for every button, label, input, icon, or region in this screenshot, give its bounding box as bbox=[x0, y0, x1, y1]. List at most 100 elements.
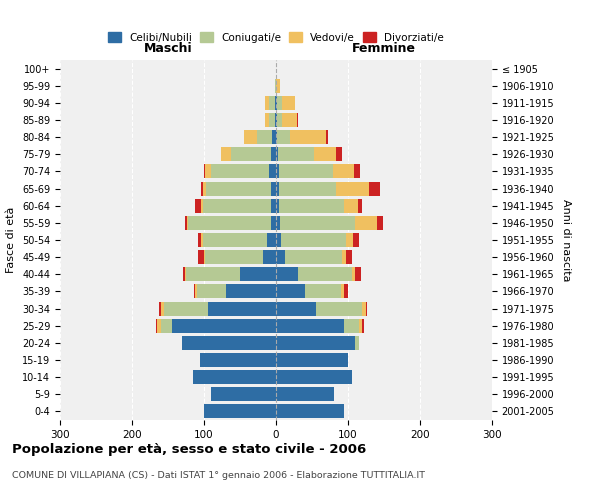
Bar bbox=[221, 148, 232, 162]
Bar bbox=[203, 233, 268, 247]
Bar bbox=[355, 268, 361, 281]
Bar bbox=[188, 216, 271, 230]
Bar bbox=[276, 318, 344, 332]
Bar bbox=[156, 318, 157, 332]
Bar bbox=[271, 182, 276, 196]
Bar bbox=[268, 233, 276, 247]
Bar bbox=[353, 233, 359, 247]
Bar bbox=[244, 130, 257, 144]
Bar bbox=[281, 233, 346, 247]
Bar bbox=[161, 302, 164, 316]
Bar bbox=[359, 318, 362, 332]
Bar bbox=[276, 388, 334, 402]
Bar bbox=[276, 284, 305, 298]
Bar bbox=[305, 284, 341, 298]
Bar bbox=[198, 250, 204, 264]
Bar bbox=[276, 336, 355, 350]
Bar bbox=[344, 284, 348, 298]
Bar bbox=[193, 370, 276, 384]
Bar bbox=[161, 318, 172, 332]
Bar bbox=[205, 164, 211, 178]
Bar bbox=[276, 370, 352, 384]
Bar bbox=[358, 198, 362, 212]
Bar bbox=[366, 302, 367, 316]
Bar bbox=[196, 284, 197, 298]
Bar bbox=[164, 302, 208, 316]
Bar bbox=[197, 233, 201, 247]
Bar bbox=[276, 78, 280, 92]
Bar bbox=[232, 148, 271, 162]
Bar bbox=[276, 130, 277, 144]
Bar bbox=[204, 250, 205, 264]
Bar bbox=[279, 164, 333, 178]
Bar bbox=[326, 130, 328, 144]
Bar bbox=[276, 216, 280, 230]
Bar bbox=[276, 198, 279, 212]
Bar bbox=[276, 353, 348, 367]
Bar bbox=[344, 318, 359, 332]
Bar bbox=[341, 284, 344, 298]
Bar bbox=[240, 268, 276, 281]
Bar bbox=[206, 182, 271, 196]
Bar bbox=[157, 318, 161, 332]
Bar bbox=[276, 268, 298, 281]
Bar bbox=[196, 198, 201, 212]
Bar bbox=[277, 113, 283, 127]
Bar bbox=[276, 302, 316, 316]
Bar bbox=[277, 130, 290, 144]
Bar bbox=[226, 284, 276, 298]
Text: Maschi: Maschi bbox=[143, 42, 193, 55]
Bar bbox=[271, 198, 276, 212]
Bar bbox=[204, 404, 276, 418]
Text: COMUNE DI VILLAPIANA (CS) - Dati ISTAT 1° gennaio 2006 - Elaborazione TUTTITALIA: COMUNE DI VILLAPIANA (CS) - Dati ISTAT 1… bbox=[12, 471, 425, 480]
Bar bbox=[200, 353, 276, 367]
Bar bbox=[186, 268, 240, 281]
Bar bbox=[201, 198, 203, 212]
Bar bbox=[355, 216, 377, 230]
Bar bbox=[208, 302, 276, 316]
Bar bbox=[276, 164, 279, 178]
Bar bbox=[211, 164, 269, 178]
Bar bbox=[342, 250, 346, 264]
Bar bbox=[275, 96, 276, 110]
Bar bbox=[337, 182, 369, 196]
Y-axis label: Fasce di età: Fasce di età bbox=[7, 207, 16, 273]
Bar bbox=[276, 96, 277, 110]
Bar bbox=[316, 302, 362, 316]
Bar bbox=[203, 182, 206, 196]
Bar bbox=[271, 216, 276, 230]
Bar bbox=[276, 148, 278, 162]
Bar bbox=[263, 250, 276, 264]
Bar bbox=[187, 216, 188, 230]
Bar bbox=[377, 216, 383, 230]
Bar bbox=[290, 130, 326, 144]
Bar bbox=[346, 233, 353, 247]
Bar bbox=[265, 113, 269, 127]
Bar bbox=[257, 130, 272, 144]
Bar bbox=[269, 113, 275, 127]
Bar bbox=[275, 113, 276, 127]
Bar bbox=[279, 182, 337, 196]
Bar bbox=[272, 130, 276, 144]
Bar bbox=[276, 233, 281, 247]
Bar bbox=[278, 148, 314, 162]
Bar bbox=[269, 164, 276, 178]
Bar bbox=[298, 268, 352, 281]
Bar bbox=[279, 198, 344, 212]
Bar bbox=[160, 302, 161, 316]
Bar bbox=[276, 404, 344, 418]
Y-axis label: Anni di nascita: Anni di nascita bbox=[561, 198, 571, 281]
Bar bbox=[333, 164, 355, 178]
Bar bbox=[362, 302, 366, 316]
Bar bbox=[265, 96, 269, 110]
Bar bbox=[185, 268, 186, 281]
Bar bbox=[314, 148, 336, 162]
Bar bbox=[283, 113, 297, 127]
Bar bbox=[355, 336, 359, 350]
Bar bbox=[275, 78, 276, 92]
Bar bbox=[277, 96, 283, 110]
Bar bbox=[336, 148, 341, 162]
Bar bbox=[172, 318, 276, 332]
Bar bbox=[204, 164, 205, 178]
Bar bbox=[369, 182, 380, 196]
